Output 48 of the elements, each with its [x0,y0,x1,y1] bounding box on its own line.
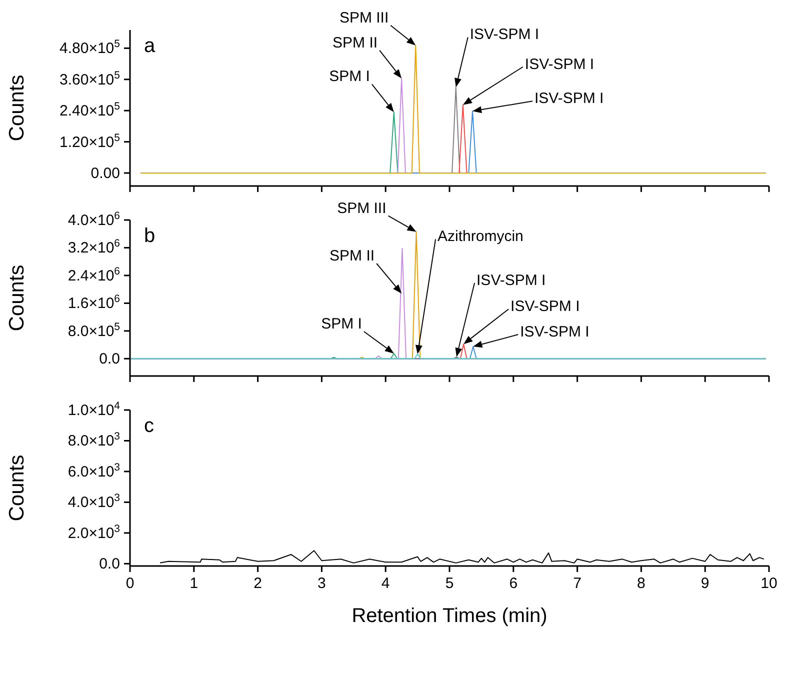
x-tick-label: 2 [254,575,262,592]
annotation: SPM I [329,68,370,86]
annotation: SPM I [321,315,362,332]
y-axis-title: Counts [5,454,28,522]
y-tick-label: 4.80×10$^{5}$ [60,38,120,58]
x-tick-label: 6 [509,575,518,592]
x-tick-label: 4 [381,575,390,592]
y-axis-title: Counts [5,74,28,142]
x-axis-title: Retention Times (min) [352,605,548,627]
annotation: SPM III [339,9,389,26]
y-tick-label: 0.0 [99,556,120,573]
x-tick-label: 5 [445,575,454,592]
y-tick-label: 8.0×10$^{3}$ [68,430,120,450]
x-tick-label: 8 [637,575,646,592]
y-tick-label: 3.60×10$^{5}$ [60,69,120,88]
x-tick-label: 10 [760,575,778,592]
annotation: Azithromycin [438,228,524,246]
y-tick-label: 2.40×10$^{5}$ [60,100,120,120]
y-tick-label: 8.0×10$^{5}$ [68,320,120,340]
annotation: ISV-SPM I [476,272,546,289]
y-tick-label: 3.2×10$^{6}$ [68,238,120,257]
y-tick-label: 4.0×10$^{3}$ [68,492,120,512]
annotation: ISV-SPM I [470,26,540,44]
x-tick-label: 9 [700,575,710,592]
y-tick-label: 6.0×10$^{3}$ [68,461,120,480]
y-axis-title: Counts [5,264,28,332]
annotation: ISV-SPM I [510,298,580,316]
annotation: c [144,415,154,437]
y-tick-label: 0.00 [90,165,120,182]
y-tick-label: 2.4×10$^{6}$ [68,265,120,284]
annotation: SPM II [330,247,375,264]
y-tick-label: 0.0 [99,350,120,368]
annotation: ISV-SPM I [520,324,590,341]
x-tick-label: 0 [126,575,134,592]
y-tick-label: 4.0×10$^{6}$ [68,210,120,229]
annotation: ISV-SPM I [534,90,604,108]
y-tick-label: 1.6×10$^{6}$ [68,293,120,312]
x-tick-label: 3 [318,575,326,592]
annotation: a [144,35,156,57]
y-tick-label: 1.0×10$^{4}$ [68,400,120,419]
y-tick-label: 1.20×10$^{5}$ [60,132,120,151]
y-tick-label: 2.0×10$^{3}$ [68,522,120,542]
annotation: b [144,225,156,247]
x-tick-label: 1 [190,575,198,592]
annotation: SPM II [332,34,378,52]
annotation: SPM III [337,200,386,217]
annotation: ISV-SPM I [524,56,594,73]
x-tick-label: 7 [573,575,582,592]
